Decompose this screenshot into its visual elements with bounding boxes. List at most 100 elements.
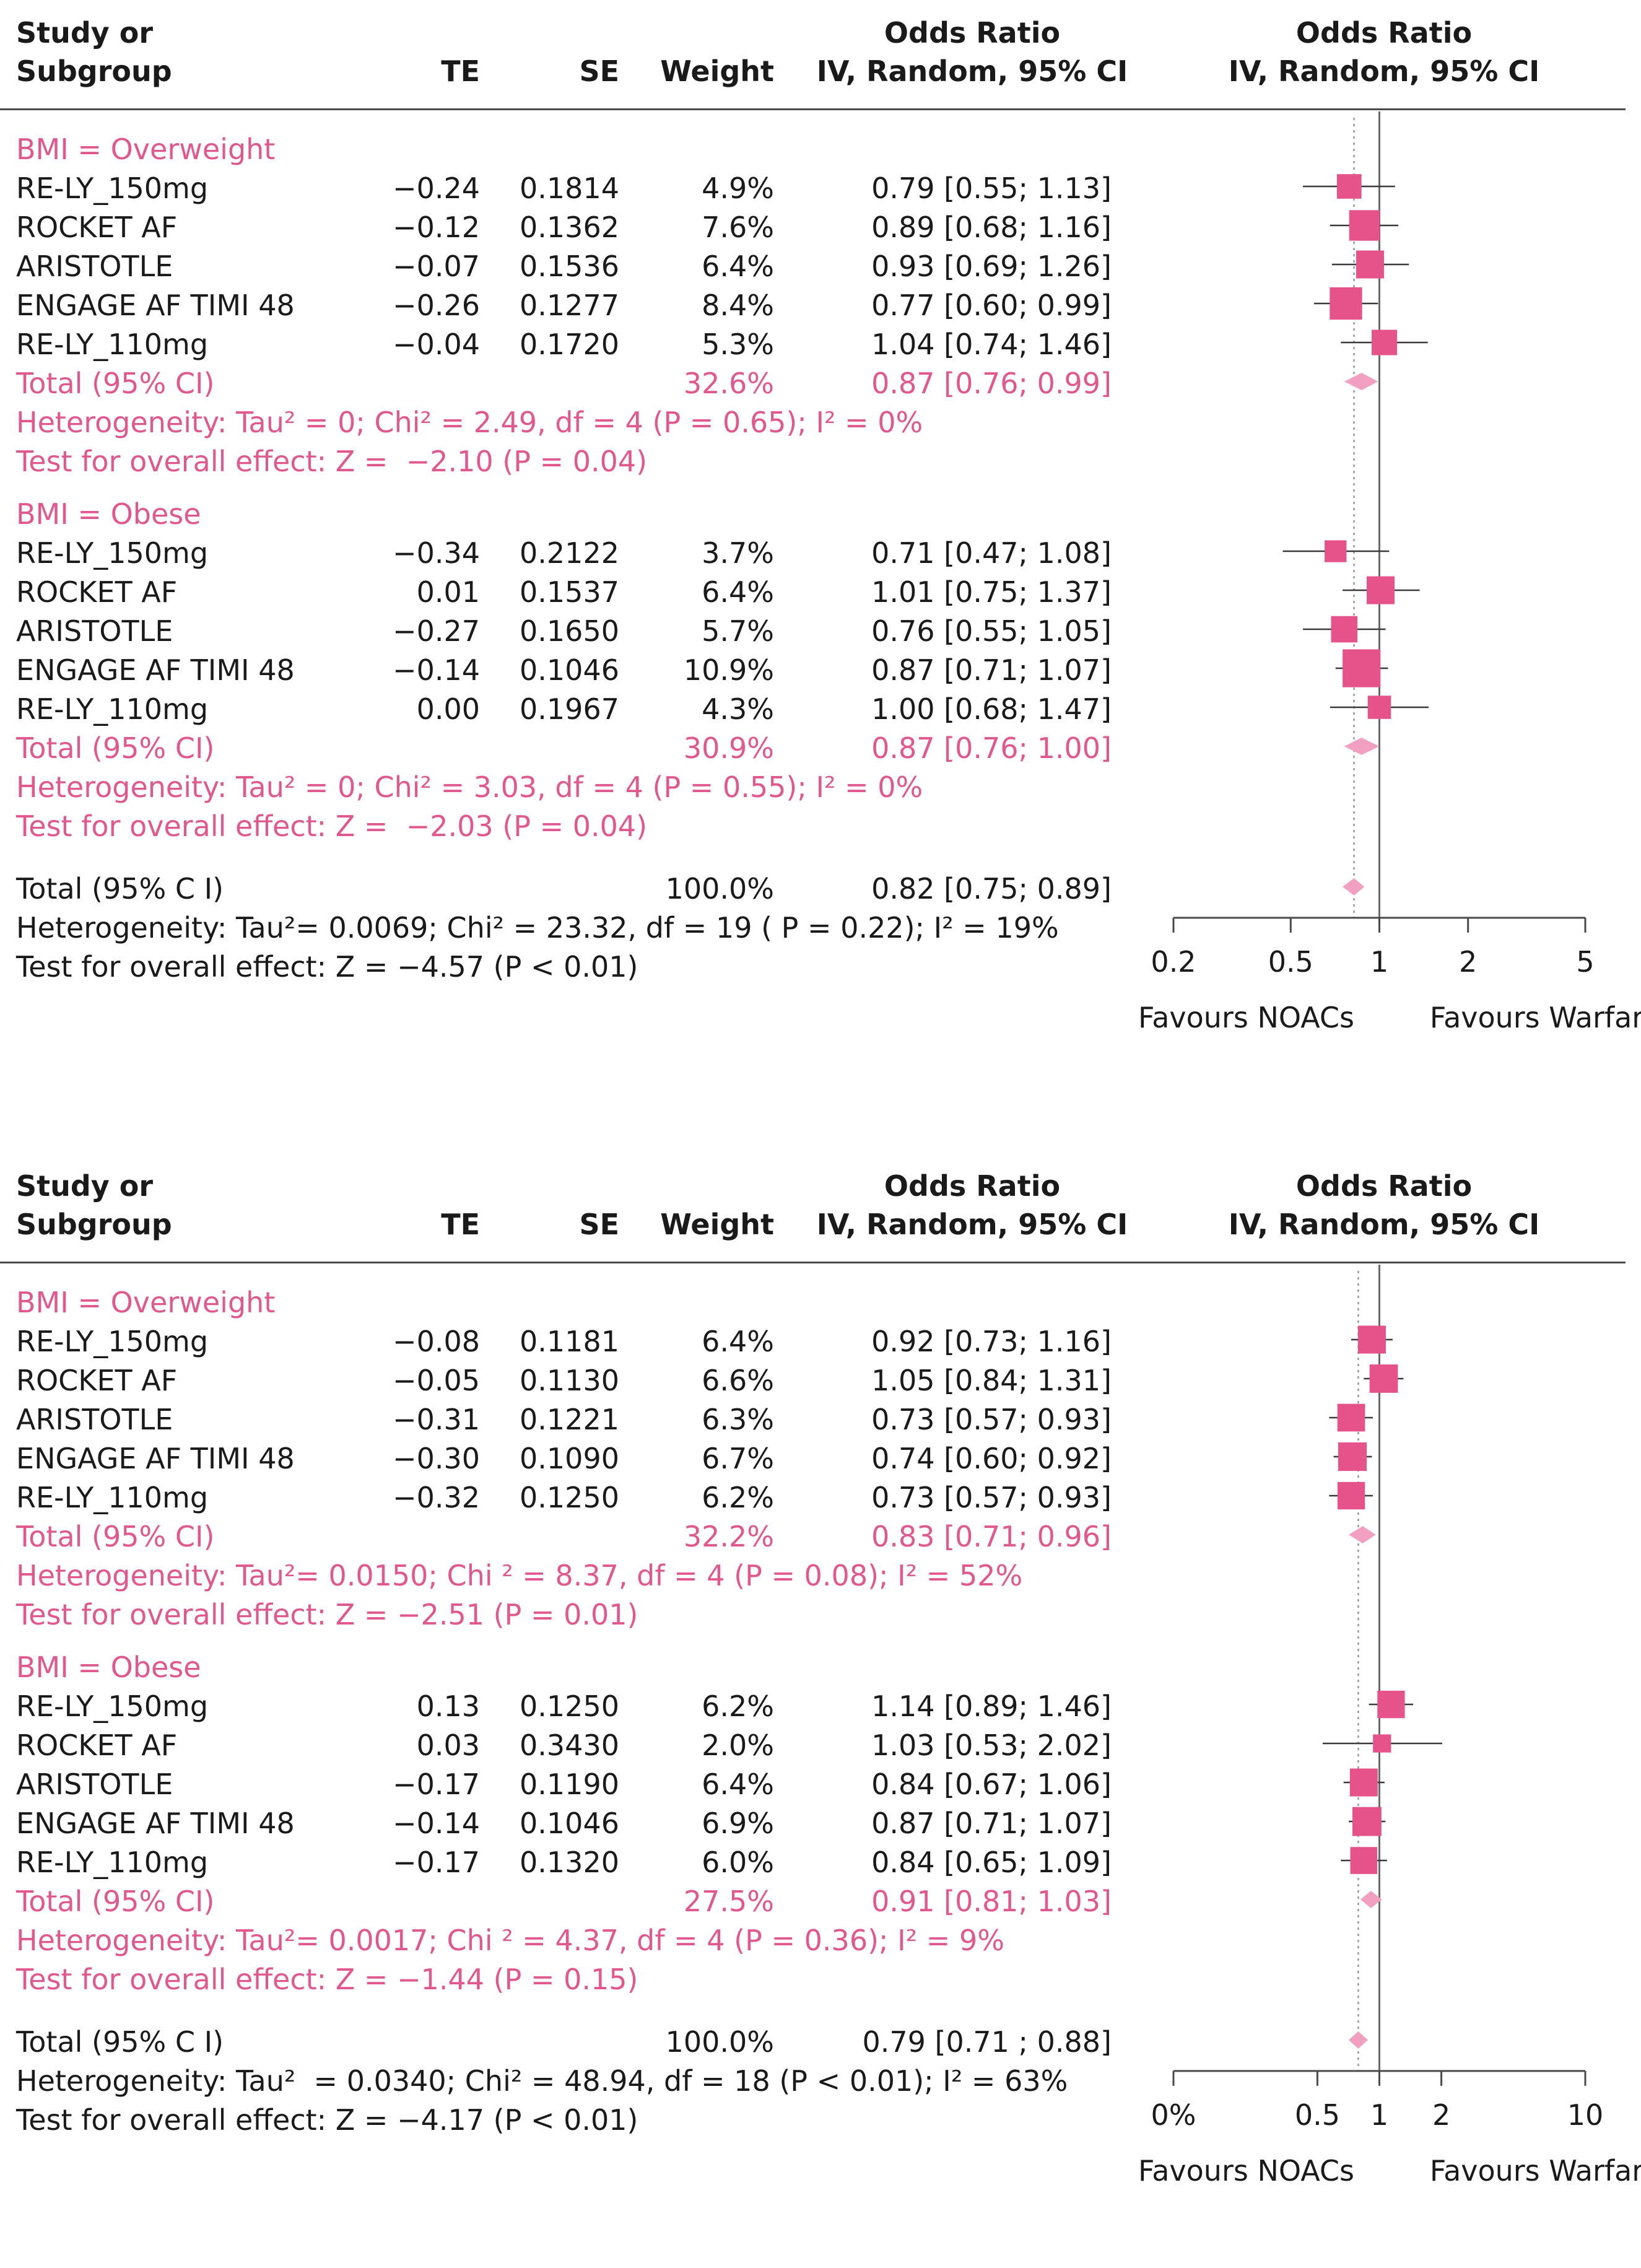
study-ci: 0.73 [0.57; 0.93] <box>871 1405 1112 1434</box>
study-name: ENGAGE AF TIMI 48 <box>16 1809 295 1838</box>
study-weight: 6.9% <box>702 1809 774 1838</box>
subgroup-overall-effect: Test for overall effect: Z = −2.03 (P = … <box>16 812 647 840</box>
study-name: ENGAGE AF TIMI 48 <box>16 656 295 684</box>
study-te: −0.12 <box>393 213 480 242</box>
overall-total-ci: 0.82 [0.75; 0.89] <box>871 874 1112 903</box>
study-se: 0.1221 <box>520 1405 619 1434</box>
study-ci: 0.93 [0.69; 1.26] <box>871 252 1112 281</box>
study-ci: 1.05 [0.84; 1.31] <box>871 1366 1112 1395</box>
study-marker <box>1352 1807 1382 1836</box>
study-se: 0.1181 <box>520 1327 619 1356</box>
subgroup-overall-effect: Test for overall effect: Z = −2.51 (P = … <box>16 1600 638 1629</box>
study-ci: 0.84 [0.65; 1.09] <box>871 1848 1112 1877</box>
subgroup-total-label: Total (95% CI) <box>16 734 215 762</box>
study-te: 0.00 <box>417 695 480 723</box>
study-name: ROCKET AF <box>16 1731 177 1760</box>
study-marker <box>1358 1325 1386 1353</box>
study-weight: 6.2% <box>702 1692 774 1721</box>
study-marker <box>1338 1482 1365 1509</box>
study-te: 0.03 <box>417 1731 480 1760</box>
subgroup-heterogeneity: Heterogeneity: Tau² = 0; Chi² = 2.49, df… <box>16 408 923 437</box>
study-se: 0.1362 <box>520 213 619 242</box>
subgroup-label: BMI = Obese <box>16 1653 201 1681</box>
study-name: ARISTOTLE <box>16 1770 173 1799</box>
study-marker <box>1338 1442 1367 1471</box>
study-marker <box>1337 174 1362 199</box>
overall-diamond <box>1349 2031 1368 2049</box>
x-tick-label: 10 <box>1399 2101 1641 2129</box>
study-se: 0.1720 <box>520 330 619 359</box>
study-weight: 6.4% <box>702 1770 774 1799</box>
subgroup-label: BMI = Obese <box>16 500 201 528</box>
study-weight: 8.4% <box>702 291 774 320</box>
study-se: 0.1090 <box>520 1444 619 1473</box>
study-se: 0.1814 <box>520 174 619 203</box>
subgroup-diamond <box>1344 373 1378 390</box>
study-se: 0.1250 <box>520 1692 619 1721</box>
study-te: −0.34 <box>393 539 480 567</box>
study-se: 0.1967 <box>520 695 619 723</box>
study-se: 0.1536 <box>520 252 619 281</box>
study-name: RE-LY_110mg <box>16 1848 208 1877</box>
study-te: −0.17 <box>393 1770 480 1799</box>
study-ci: 1.00 [0.68; 1.47] <box>871 695 1112 723</box>
study-ci: 0.73 [0.57; 0.93] <box>871 1483 1112 1512</box>
study-ci: 0.74 [0.60; 0.92] <box>871 1444 1112 1473</box>
study-ci: 1.01 [0.75; 1.37] <box>871 578 1112 606</box>
study-name: RE-LY_150mg <box>16 1692 208 1721</box>
subgroup-total-weight: 32.2% <box>684 1522 774 1551</box>
subgroup-total-weight: 30.9% <box>684 734 774 762</box>
favours-right-label: Favours Warfarin <box>1364 1003 1641 1032</box>
study-te: −0.07 <box>393 252 480 281</box>
overall-total-label: Total (95% C I) <box>16 2028 224 2056</box>
study-ci: 0.71 [0.47; 1.08] <box>871 539 1112 567</box>
overall-heterogeneity: Heterogeneity: Tau² = 0.0340; Chi² = 48.… <box>16 2067 1068 2095</box>
study-se: 0.1277 <box>520 291 619 320</box>
study-te: −0.08 <box>393 1327 480 1356</box>
study-weight: 6.0% <box>702 1848 774 1877</box>
overall-total-weight: 100.0% <box>666 2028 774 2056</box>
subgroup-diamond <box>1349 1526 1376 1543</box>
overall-total-weight: 100.0% <box>666 874 774 903</box>
subgroup-heterogeneity: Heterogeneity: Tau²= 0.0017; Chi ² = 4.3… <box>16 1926 1004 1955</box>
subgroup-heterogeneity: Heterogeneity: Tau²= 0.0150; Chi ² = 8.3… <box>16 1561 1022 1590</box>
study-marker <box>1370 1364 1398 1393</box>
study-weight: 7.6% <box>702 213 774 242</box>
study-se: 0.1537 <box>520 578 619 606</box>
study-marker <box>1331 616 1358 643</box>
subgroup-label: BMI = Overweight <box>16 1288 275 1317</box>
study-ci: 1.03 [0.53; 2.02] <box>871 1731 1112 1760</box>
study-weight: 2.0% <box>702 1731 774 1760</box>
study-ci: 1.14 [0.89; 1.46] <box>871 1692 1112 1721</box>
study-te: 0.13 <box>417 1692 480 1721</box>
study-marker <box>1373 1734 1391 1752</box>
favours-right-label: Favours Warfarin <box>1364 2157 1641 2185</box>
study-te: −0.14 <box>393 1809 480 1838</box>
study-se: 0.1190 <box>520 1770 619 1799</box>
study-marker <box>1368 696 1391 718</box>
study-name: ROCKET AF <box>16 1366 177 1395</box>
subgroup-overall-effect: Test for overall effect: Z = −2.10 (P = … <box>16 447 647 476</box>
study-te: −0.04 <box>393 330 480 359</box>
overall-diamond <box>1343 878 1364 896</box>
overall-effect: Test for overall effect: Z = −4.57 (P < … <box>16 953 638 981</box>
study-marker <box>1338 1404 1365 1432</box>
study-name: RE-LY_150mg <box>16 539 208 567</box>
study-weight: 6.6% <box>702 1366 774 1395</box>
study-weight: 3.7% <box>702 539 774 567</box>
subgroup-total-ci: 0.87 [0.76; 0.99] <box>871 369 1112 398</box>
study-name: ROCKET AF <box>16 578 177 606</box>
study-ci: 0.87 [0.71; 1.07] <box>871 656 1112 684</box>
overall-total-label: Total (95% C I) <box>16 874 224 903</box>
study-marker <box>1330 287 1362 320</box>
subgroup-total-ci: 0.91 [0.81; 1.03] <box>871 1887 1112 1916</box>
study-weight: 4.9% <box>702 174 774 203</box>
study-te: −0.24 <box>393 174 480 203</box>
study-marker <box>1377 1691 1404 1718</box>
subgroup-overall-effect: Test for overall effect: Z = −1.44 (P = … <box>16 1965 638 1994</box>
study-name: ARISTOTLE <box>16 1405 173 1434</box>
study-name: RE-LY_110mg <box>16 695 208 723</box>
subgroup-total-label: Total (95% CI) <box>16 369 215 398</box>
study-weight: 6.4% <box>702 252 774 281</box>
subgroup-total-label: Total (95% CI) <box>16 1887 215 1916</box>
